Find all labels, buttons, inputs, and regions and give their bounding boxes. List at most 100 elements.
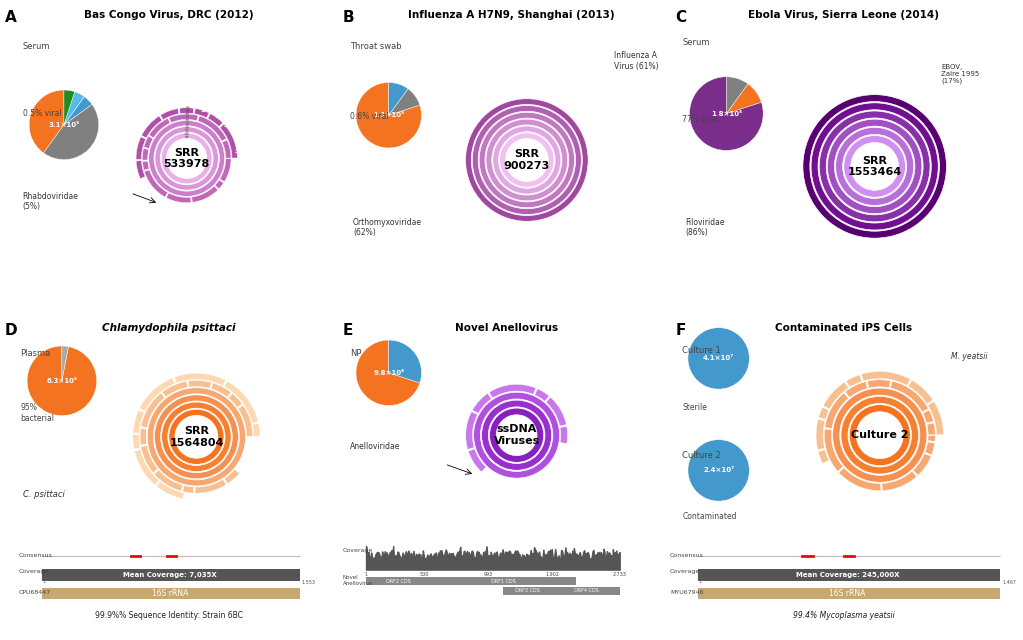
Text: M. yeatsii: M. yeatsii (950, 352, 987, 361)
Text: Chlamydophila psittaci: Chlamydophila psittaci (102, 323, 235, 333)
Text: A: A (5, 10, 16, 24)
Wedge shape (811, 103, 938, 230)
Text: SRR
1564804: SRR 1564804 (169, 426, 224, 447)
Wedge shape (224, 469, 239, 484)
Wedge shape (828, 119, 922, 214)
Wedge shape (154, 127, 219, 190)
Wedge shape (818, 408, 829, 419)
Text: 2,733: 2,733 (613, 572, 627, 577)
Wedge shape (839, 468, 881, 491)
Wedge shape (220, 159, 231, 182)
Circle shape (506, 140, 547, 180)
Text: ORF1 CDS: ORF1 CDS (491, 579, 516, 584)
Wedge shape (162, 402, 231, 472)
Wedge shape (161, 109, 179, 120)
Wedge shape (141, 393, 165, 428)
Text: 4: 4 (229, 180, 234, 185)
Text: 500: 500 (419, 572, 429, 577)
Text: Mean Coverage: 7,035X: Mean Coverage: 7,035X (123, 572, 217, 577)
Bar (431, 577, 576, 585)
Text: 99.9%% Sequence Identity: Strain 6BC: 99.9%% Sequence Identity: Strain 6BC (95, 611, 242, 620)
Wedge shape (546, 397, 567, 426)
Wedge shape (499, 132, 554, 188)
Bar (42, 589, 301, 599)
Text: SRR
900273: SRR 900273 (503, 149, 550, 171)
Text: Influenza A H7N9, Shanghai (2013): Influenza A H7N9, Shanghai (2013) (408, 10, 615, 20)
Wedge shape (28, 346, 96, 415)
Text: ORF3 CDS: ORF3 CDS (516, 588, 540, 593)
Wedge shape (688, 328, 749, 389)
Wedge shape (479, 113, 575, 207)
Circle shape (168, 140, 206, 177)
Text: Rhabdoviridae
(5%): Rhabdoviridae (5%) (23, 192, 79, 211)
Wedge shape (469, 449, 486, 472)
Wedge shape (63, 92, 84, 125)
Text: Throat swab: Throat swab (350, 42, 401, 51)
Wedge shape (482, 400, 551, 470)
Wedge shape (140, 428, 146, 445)
Text: EBOV,
Zaire 1995
(17%): EBOV, Zaire 1995 (17%) (941, 64, 979, 84)
Text: 993: 993 (484, 572, 493, 577)
Wedge shape (861, 371, 910, 385)
Wedge shape (228, 394, 242, 408)
Wedge shape (148, 120, 225, 196)
Text: 1,902: 1,902 (545, 572, 560, 577)
Wedge shape (197, 116, 226, 141)
Text: B: B (343, 10, 354, 24)
Text: Novel Anellovirus: Novel Anellovirus (455, 323, 558, 333)
Text: Consensus: Consensus (18, 553, 52, 557)
Text: SRR
1553464: SRR 1553464 (847, 156, 902, 177)
Text: MYU67946: MYU67946 (670, 590, 704, 595)
Wedge shape (389, 340, 421, 383)
Wedge shape (908, 380, 933, 404)
Text: Plasma: Plasma (20, 349, 51, 358)
Text: Orthomyxoviridae
(62%): Orthomyxoviridae (62%) (353, 218, 421, 237)
Wedge shape (133, 410, 144, 433)
Wedge shape (836, 127, 914, 205)
Text: Contaminated: Contaminated (682, 512, 737, 521)
Text: ORF4 CDS: ORF4 CDS (574, 588, 598, 593)
Text: 1: 1 (364, 572, 367, 577)
Text: NP: NP (350, 349, 361, 358)
Text: Consensus: Consensus (670, 553, 704, 557)
Text: 2.4×10⁷: 2.4×10⁷ (703, 467, 735, 474)
Text: Ebola Virus, Sierra Leone (2014): Ebola Virus, Sierra Leone (2014) (749, 10, 939, 20)
Bar (698, 568, 1000, 580)
Wedge shape (142, 161, 149, 170)
Circle shape (176, 417, 217, 457)
Text: Mean Coverage: 245,000X: Mean Coverage: 245,000X (796, 572, 899, 577)
Bar (42, 568, 301, 580)
Text: 95%
bacterial: 95% bacterial (20, 403, 54, 422)
Wedge shape (194, 109, 209, 118)
Wedge shape (154, 470, 183, 491)
Wedge shape (726, 84, 761, 114)
Text: Serum: Serum (23, 42, 50, 51)
Bar (552, 587, 620, 595)
Wedge shape (356, 83, 421, 148)
Wedge shape (389, 83, 408, 115)
Wedge shape (818, 450, 829, 463)
Wedge shape (163, 381, 187, 397)
Text: Anelloviridae: Anelloviridae (350, 442, 400, 451)
Wedge shape (238, 405, 253, 436)
Wedge shape (63, 90, 75, 125)
Text: 16S rRNA: 16S rRNA (830, 589, 865, 598)
Text: 5: 5 (204, 203, 208, 208)
Text: 3: 3 (235, 149, 239, 154)
Wedge shape (224, 381, 258, 423)
Wedge shape (136, 161, 145, 179)
Wedge shape (222, 140, 231, 158)
Wedge shape (220, 124, 237, 158)
Circle shape (852, 144, 897, 189)
Text: 1: 1 (699, 579, 702, 584)
Wedge shape (44, 104, 98, 159)
Wedge shape (389, 89, 419, 115)
Text: Filoviridae
(86%): Filoviridae (86%) (685, 218, 725, 237)
Wedge shape (465, 412, 478, 449)
Text: Culture 1: Culture 1 (682, 346, 721, 355)
Text: Influenza A
Virus (61%): Influenza A Virus (61%) (614, 51, 659, 70)
Wedge shape (882, 471, 917, 490)
Wedge shape (62, 346, 69, 381)
Wedge shape (144, 170, 168, 197)
Text: Coverage: Coverage (343, 548, 373, 553)
